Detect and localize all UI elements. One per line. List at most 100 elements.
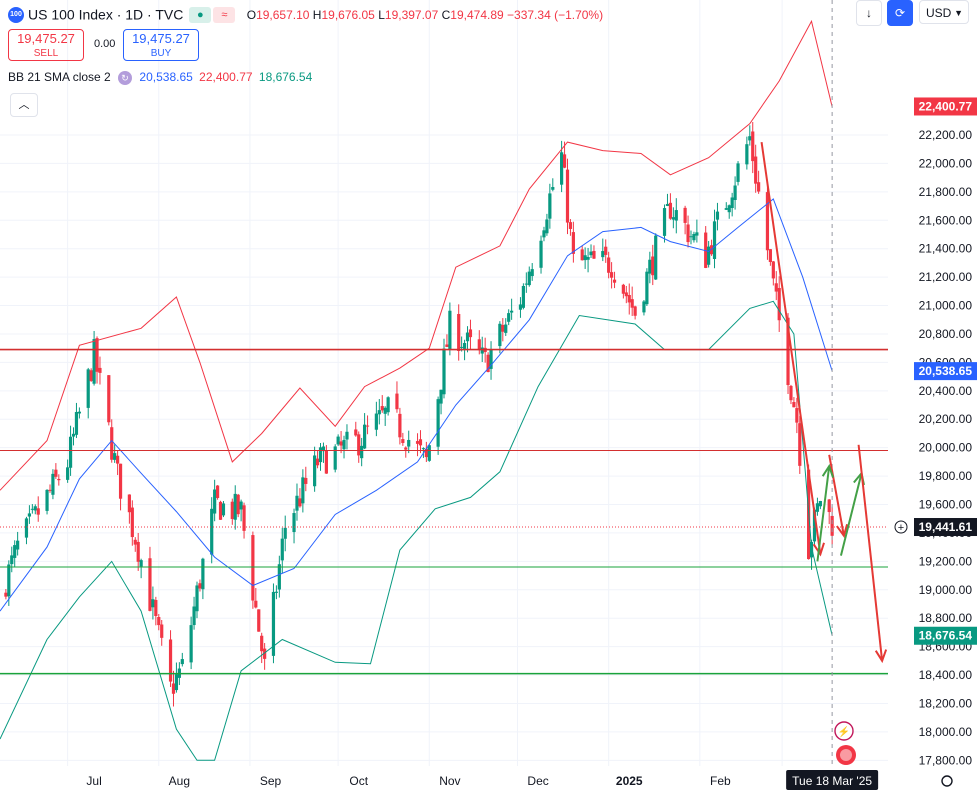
candle-body — [460, 346, 464, 348]
earnings-event-glyph: ⚡ — [838, 725, 850, 738]
candle-body — [354, 429, 358, 436]
trend-arrow-line — [839, 473, 863, 556]
candle-body — [239, 501, 243, 510]
auto-scale-button[interactable]: ⟳ — [887, 0, 913, 26]
candle-body — [754, 156, 758, 184]
candle-body — [501, 324, 505, 332]
spread-value: 0.00 — [94, 38, 116, 50]
candle-body — [318, 447, 323, 463]
candle-body — [621, 284, 625, 294]
candle-body — [671, 217, 675, 220]
candle-body — [357, 434, 361, 456]
y-tick-label: 18,400.00 — [919, 668, 973, 682]
bb-upper-line — [0, 19, 833, 491]
candle-body — [462, 343, 467, 349]
candle-body — [154, 600, 158, 617]
currency-select[interactable]: USD ▼ — [919, 0, 969, 24]
candle-body — [260, 635, 264, 652]
candle-body — [10, 555, 14, 565]
candle-body — [436, 399, 440, 447]
candle-body — [383, 407, 387, 414]
candle-body — [777, 287, 781, 321]
candle-body — [748, 136, 752, 141]
buy-button[interactable]: 19,475.27 BUY — [123, 29, 199, 61]
candle-body — [715, 211, 720, 220]
x-tick-label: Oct — [349, 774, 368, 788]
currency-value: USD — [926, 6, 952, 20]
y-tick-label: 19,800.00 — [919, 469, 973, 483]
candle-body — [157, 617, 161, 626]
replay-icon[interactable]: ≈ — [213, 6, 236, 23]
candle-body — [298, 498, 302, 507]
candle-body — [86, 369, 90, 408]
collapse-legend-button[interactable]: ︿ — [10, 93, 38, 117]
candle-body — [539, 240, 543, 268]
candle-body — [786, 317, 790, 386]
candle-body — [57, 478, 61, 481]
candle-body — [809, 542, 814, 558]
candle-body — [724, 208, 728, 210]
candle-body — [363, 424, 367, 449]
candle-body — [662, 208, 667, 236]
indicator-legend: BB 21 SMA close 2 ↻ 20,538.65 22,400.77 … — [8, 70, 312, 85]
scroll-down-button[interactable]: ↓ — [856, 0, 882, 26]
candle-body — [395, 393, 399, 410]
candle-body — [815, 503, 820, 512]
x-tick-label: 2025 — [616, 774, 643, 788]
candle-body — [792, 402, 796, 408]
candle-body — [377, 410, 381, 415]
candle-body — [818, 500, 822, 507]
upper-band-label-bg — [914, 97, 977, 116]
candle-body — [333, 446, 337, 470]
bb-basis-line — [0, 198, 833, 612]
candle-body — [612, 279, 617, 283]
symbol-logo-icon: 100 — [8, 6, 24, 23]
candle-body — [221, 503, 226, 516]
candle-body — [66, 467, 70, 480]
candle-body — [45, 489, 49, 511]
chevron-down-icon: ▼ — [954, 8, 963, 18]
candle-body — [707, 246, 711, 265]
candle-body — [633, 306, 637, 316]
lower-band-label: 18,676.54 — [919, 629, 973, 643]
candle-body — [604, 246, 608, 255]
y-tick-label: 20,400.00 — [919, 384, 973, 398]
candle-body — [751, 131, 755, 162]
sell-button[interactable]: 19,475.27 SELL — [8, 29, 84, 61]
indicator-upper-value: 22,400.77 — [199, 70, 253, 84]
candle-body — [571, 232, 575, 254]
add-alert-plus: + — [898, 522, 904, 534]
y-tick-label: 20,800.00 — [919, 327, 973, 341]
candle-body — [380, 406, 384, 411]
price-axis-panel — [888, 0, 977, 791]
candle-body — [192, 606, 196, 626]
trend-arrow-head — [836, 523, 849, 539]
compare-dot-icon[interactable]: ● — [189, 6, 212, 23]
y-tick-label: 19,200.00 — [919, 554, 973, 568]
chart-title[interactable]: US 100 Index · 1D · TVC — [28, 6, 184, 23]
bb-lower-line — [0, 300, 833, 761]
candle-body — [654, 235, 658, 280]
arrow-down-icon: ↓ — [866, 6, 872, 20]
candle-body — [601, 251, 605, 258]
candle-body — [465, 332, 470, 342]
y-tick-label: 20,200.00 — [919, 412, 973, 426]
candle-body — [30, 508, 34, 510]
crosshair-date-label: Tue 18 Mar '25 — [792, 774, 872, 788]
candle-body — [586, 256, 590, 260]
candle-body — [24, 518, 29, 538]
candle-body — [27, 513, 32, 517]
candle-body — [415, 441, 420, 444]
candle-body — [524, 283, 528, 285]
indicator-name[interactable]: BB 21 SMA close 2 — [8, 70, 111, 84]
candle-body — [4, 592, 8, 597]
chart-legend: 100 US 100 Index · 1D · TVC ● ≈ O19,657.10 … — [8, 4, 603, 25]
candle-body — [71, 433, 76, 437]
candle-body — [827, 499, 831, 513]
candle-body — [477, 339, 481, 351]
indicator-settings-icon[interactable]: ↻ — [118, 70, 133, 85]
trend-arrow-line — [760, 141, 822, 555]
candle-body — [445, 344, 449, 347]
candle-body — [95, 338, 99, 372]
